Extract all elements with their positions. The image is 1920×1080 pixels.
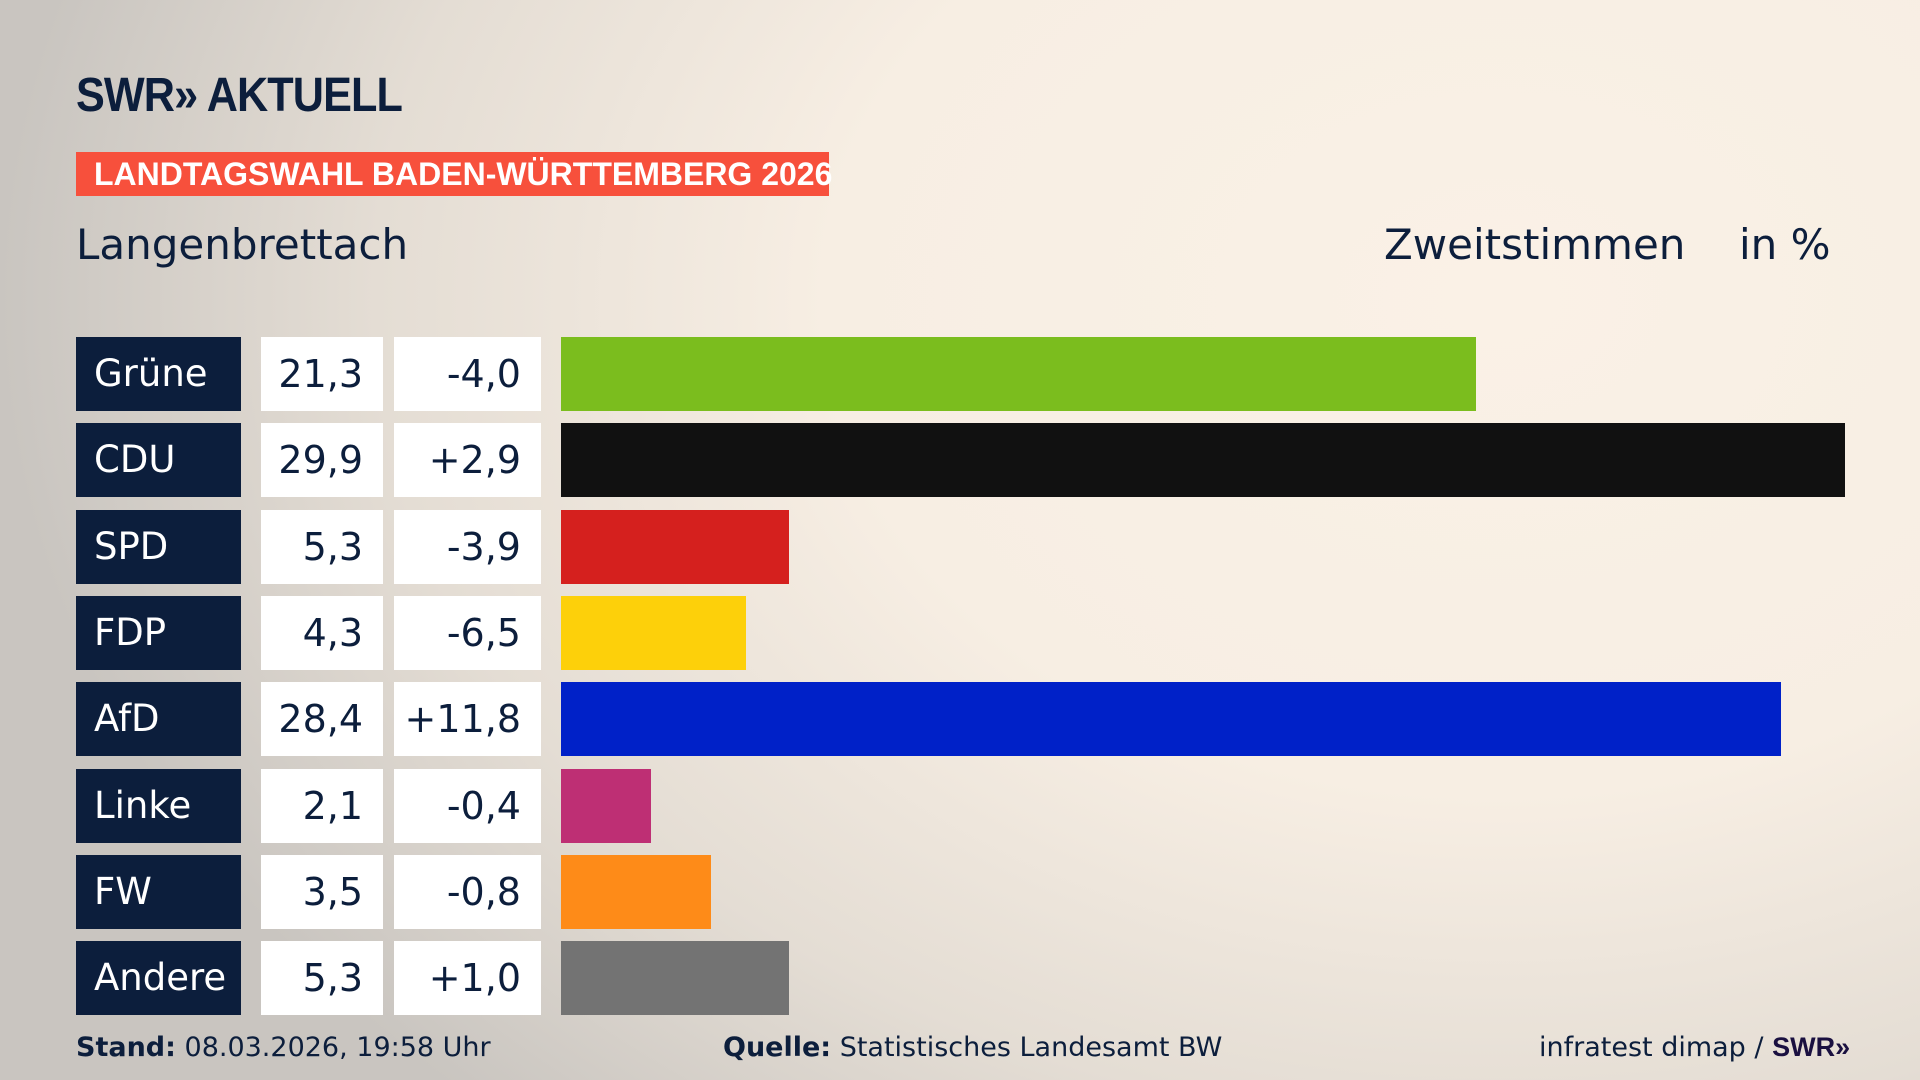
party-label: Grüne bbox=[76, 337, 241, 411]
party-row: Grüne 21,3 -4,0 bbox=[0, 337, 1920, 411]
vote-change: -0,4 bbox=[394, 768, 541, 843]
vote-change: -0,8 bbox=[394, 854, 541, 929]
bar-afd bbox=[561, 682, 1781, 757]
party-row: AfD 28,4 +11,8 bbox=[0, 682, 1920, 757]
party-row: CDU 29,9 +2,9 bbox=[0, 423, 1920, 498]
vote-change: +1,0 bbox=[394, 941, 541, 1016]
swr-aktuell-logo: SWR» AKTUELL bbox=[76, 69, 403, 122]
vote-share: 5,3 bbox=[261, 941, 383, 1016]
stand-label: Stand: bbox=[76, 1032, 176, 1063]
swr-logo-small: SWR» bbox=[1772, 1032, 1851, 1062]
party-label: FW bbox=[76, 854, 241, 929]
party-row: SPD 5,3 -3,9 bbox=[0, 509, 1920, 584]
vote-change: -3,9 bbox=[394, 509, 541, 584]
bar-linke bbox=[561, 768, 652, 843]
source: Quelle: Statistisches Landesamt BW bbox=[723, 1032, 1222, 1063]
source-value: Statistisches Landesamt BW bbox=[839, 1032, 1223, 1063]
bar-fdp bbox=[561, 595, 746, 670]
party-label: SPD bbox=[76, 509, 241, 584]
bar-cdu bbox=[561, 423, 1845, 498]
party-row: FDP 4,3 -6,5 bbox=[0, 595, 1920, 670]
source-label: Quelle: bbox=[723, 1032, 832, 1063]
bar-andere bbox=[561, 941, 789, 1016]
place-title: Langenbrettach bbox=[76, 220, 409, 269]
party-label: CDU bbox=[76, 423, 241, 498]
party-label: AfD bbox=[76, 682, 241, 757]
vote-change: -6,5 bbox=[394, 595, 541, 670]
metric-label: Zweitstimmen bbox=[1384, 220, 1686, 269]
party-label: FDP bbox=[76, 595, 241, 670]
vote-share: 5,3 bbox=[261, 509, 383, 584]
unit-label: in % bbox=[1739, 220, 1831, 269]
bar-spd bbox=[561, 509, 789, 584]
vote-change: +2,9 bbox=[394, 423, 541, 498]
vote-share: 4,3 bbox=[261, 595, 383, 670]
party-row: Linke 2,1 -0,4 bbox=[0, 768, 1920, 843]
timestamp: Stand: 08.03.2026, 19:58 Uhr bbox=[76, 1032, 491, 1063]
vote-share: 2,1 bbox=[261, 768, 383, 843]
party-label: Linke bbox=[76, 768, 241, 843]
vote-share: 21,3 bbox=[261, 337, 383, 411]
vote-change: +11,8 bbox=[394, 682, 541, 757]
bar-fw bbox=[561, 854, 712, 929]
party-label: Andere bbox=[76, 941, 241, 1016]
bar-grüne bbox=[561, 337, 1476, 411]
credit-text: infratest dimap / bbox=[1539, 1032, 1764, 1063]
party-row: FW 3,5 -0,8 bbox=[0, 854, 1920, 929]
election-banner: LANDTAGSWAHL BADEN-WÜRTTEMBERG 2026 bbox=[76, 152, 832, 196]
party-row: Andere 5,3 +1,0 bbox=[0, 941, 1920, 1016]
stand-value: 08.03.2026, 19:58 Uhr bbox=[184, 1032, 491, 1063]
vote-share: 29,9 bbox=[261, 423, 383, 498]
vote-share: 3,5 bbox=[261, 854, 383, 929]
vote-change: -4,0 bbox=[394, 337, 541, 411]
credit: infratest dimap / SWR» bbox=[1539, 1032, 1850, 1063]
vote-share: 28,4 bbox=[261, 682, 383, 757]
